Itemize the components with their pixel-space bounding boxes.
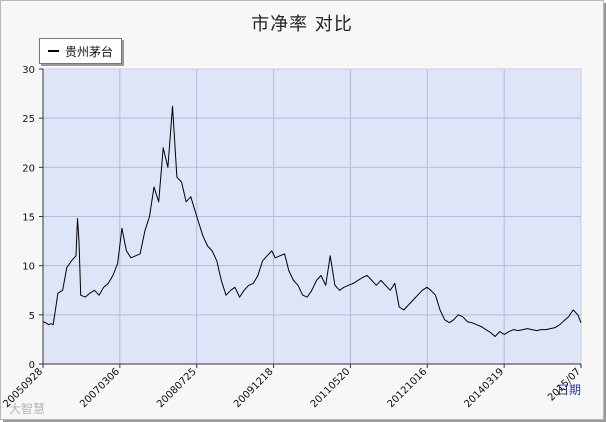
x-tick-label: 20121016 [386,366,430,410]
x-tick-label: 20091218 [232,366,276,410]
x-tick-labels: 20050928 20070306 20080725 20091218 20110520… [1,366,583,410]
y-tick-label: 20 [22,163,35,174]
axes [39,68,582,368]
x-tick-label: 20070306 [78,366,122,410]
grid-lines [43,69,581,364]
chart-title: 市净率 对比 [251,14,353,35]
legend-swatch [48,50,59,52]
axis-lines [42,69,581,365]
series-line-guizhou-maotai [42,105,582,337]
x-tick-label: 20140319 [462,366,506,410]
y-tick-label: 15 [22,213,35,224]
y-tick-label: 30 [22,65,35,76]
y-tick-label: 5 [29,311,35,322]
legend-entry: 贵州茅台 [65,44,114,59]
y-tick-label: 25 [22,114,35,125]
y-tick-labels: 0 5 10 15 20 25 30 [22,65,35,371]
watermark: 大智慧 [9,402,46,416]
y-tick-label: 0 [29,360,35,371]
x-tick-label: 20080725 [155,366,199,410]
x-tick-label: 20110520 [309,366,353,410]
x-axis-label: 日期 [557,383,582,397]
legend: 贵州茅台 [39,38,123,64]
y-tick-label: 10 [22,262,35,273]
